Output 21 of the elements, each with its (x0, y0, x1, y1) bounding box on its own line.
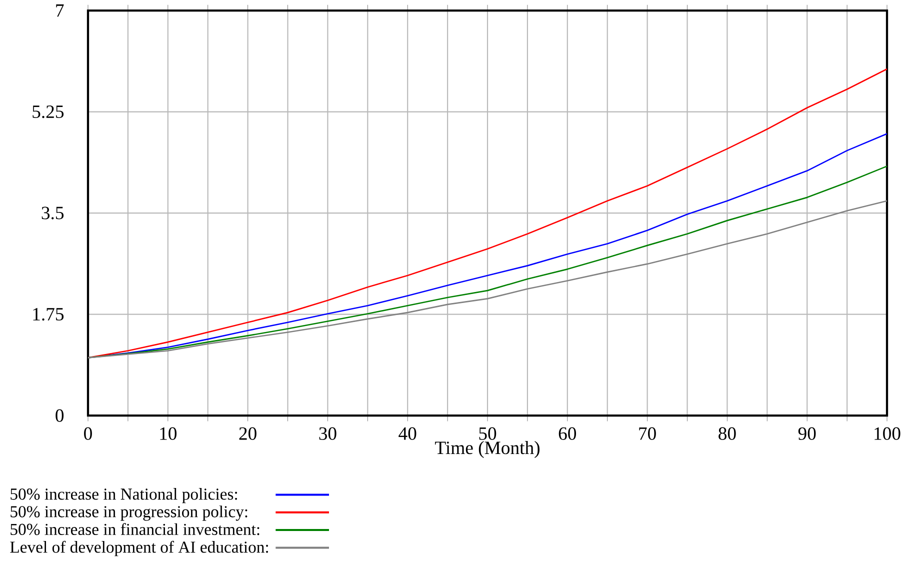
y-tick-label: 5.25 (32, 106, 64, 118)
y-tick-label: 7 (56, 4, 64, 17)
x-tick-label: 80 (718, 427, 736, 440)
y-tick-label: 0 (56, 409, 64, 422)
x-tick-label: 100 (874, 427, 900, 440)
x-tick-label: 60 (558, 427, 576, 440)
x-tick-label: 40 (398, 427, 416, 440)
legend-label: 50% increase in financial investment: (10, 523, 260, 536)
x-tick-label: 30 (319, 427, 336, 440)
legend-label: 50% increase in progression policy: (10, 506, 248, 521)
x-tick-label: 90 (798, 427, 816, 440)
legend-label: 50% increase in National policies: (10, 488, 238, 504)
x-axis-title: Time (Month) (435, 441, 540, 458)
legend-label: Level of development of AI education: (10, 541, 268, 556)
x-tick-label: 20 (239, 427, 256, 440)
x-tick-label: 10 (160, 427, 177, 440)
x-tick-label: 50 (479, 427, 496, 440)
x-tick-label: 0 (84, 427, 92, 440)
y-tick-label: 1.75 (33, 308, 64, 321)
x-tick-label: 70 (639, 427, 656, 440)
y-tick-label: 3.5 (42, 206, 64, 220)
